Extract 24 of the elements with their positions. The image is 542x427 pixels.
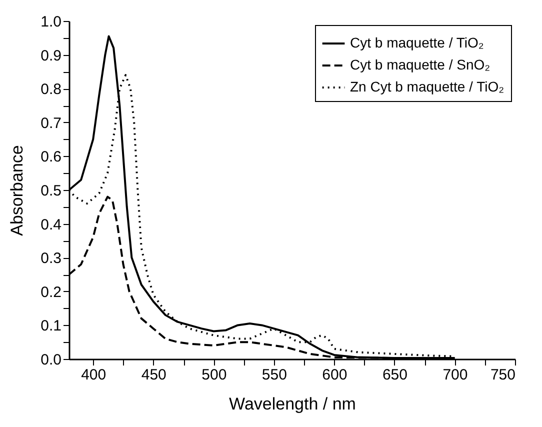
x-tick-label: 650 xyxy=(382,366,408,384)
y-tick-label: 0.3 xyxy=(40,250,62,268)
y-tick-label: 0.8 xyxy=(40,81,62,98)
legend-label: Zn Cyt b maquette / TiO₂ xyxy=(350,78,504,94)
y-tick-label: 1.0 xyxy=(40,14,62,30)
y-tick-label: 0.6 xyxy=(40,148,62,166)
y-tick-label: 0.9 xyxy=(40,47,62,64)
y-axis-title: Absorbance xyxy=(8,145,27,236)
y-tick-label: 0.1 xyxy=(40,318,62,335)
x-tick-label: 550 xyxy=(262,366,287,384)
x-tick-label: 600 xyxy=(322,366,348,384)
y-tick-label: 0.5 xyxy=(40,182,62,200)
x-tick-label: 450 xyxy=(141,366,166,384)
legend-label: Cyt b maquette / TiO₂ xyxy=(350,34,484,50)
x-tick-label: 400 xyxy=(81,366,106,384)
x-tick-label: 500 xyxy=(202,366,227,384)
x-tick-label: 750 xyxy=(490,366,516,384)
y-tick-label: 0.2 xyxy=(40,284,62,301)
y-tick-label: 0.0 xyxy=(40,352,62,368)
x-tick-label: 700 xyxy=(442,366,468,384)
y-tick-label: 0.4 xyxy=(40,216,62,234)
y-tick-label: 0.7 xyxy=(40,114,62,132)
x-axis-title: Wavelength / nm xyxy=(229,394,356,414)
legend-label: Cyt b maquette / SnO₂ xyxy=(350,56,490,72)
